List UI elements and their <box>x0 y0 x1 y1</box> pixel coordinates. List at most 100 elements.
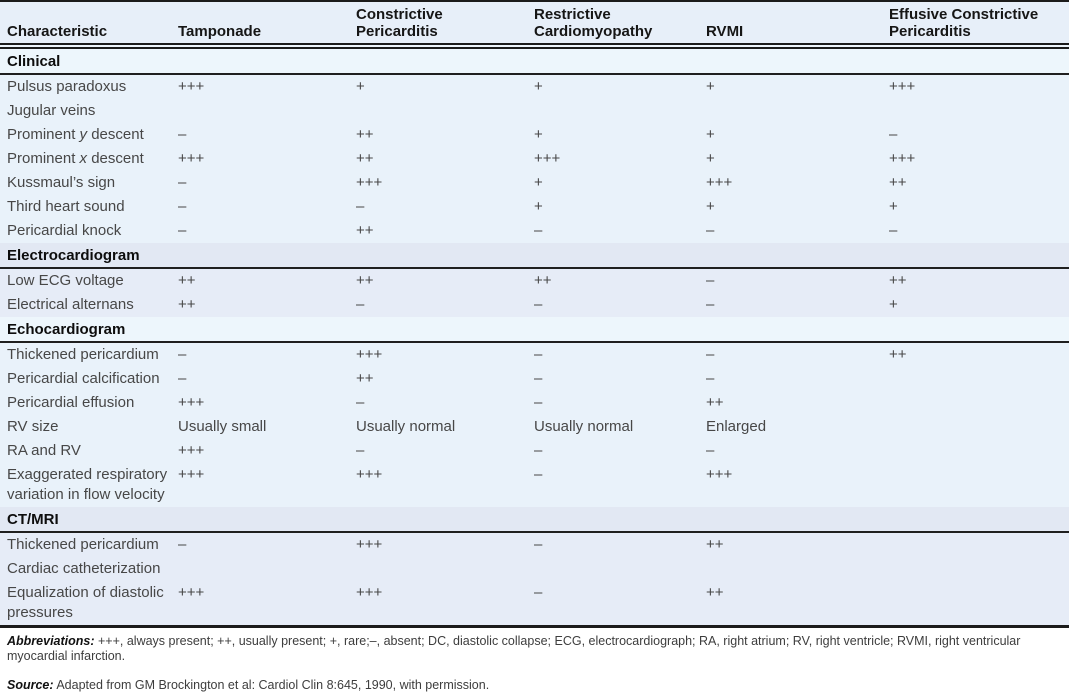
cell <box>706 557 889 561</box>
cell: +++ <box>706 174 733 191</box>
table-body: Clinical Pulsus paradoxus +++ + + + +++ Jugular… <box>0 49 1069 625</box>
cell: ++ <box>356 272 374 289</box>
cell: – <box>534 346 543 363</box>
cell: – <box>178 174 187 191</box>
cell: ++ <box>706 394 724 411</box>
cell <box>706 99 889 103</box>
cell: – <box>706 222 715 239</box>
section-header: Clinical <box>0 49 1069 75</box>
cell: – <box>178 126 187 143</box>
cell: + <box>356 78 365 95</box>
row-label: Prominent y descent <box>7 126 144 143</box>
source-note: Source: Adapted from GM Brockington et a… <box>7 678 1062 693</box>
column-header: Characteristic <box>7 23 108 40</box>
cell: +++ <box>356 174 383 191</box>
cell: ++ <box>356 126 374 143</box>
row-label: Cardiac catheterization <box>7 560 161 577</box>
cell: ++ <box>889 174 907 191</box>
row-label: Thickened pericardium <box>7 346 159 363</box>
cell: + <box>706 78 715 95</box>
table-row: Third heart sound – – + + + <box>0 195 1069 219</box>
cell: +++ <box>356 466 383 483</box>
row-label: Prominent x descent <box>7 150 144 167</box>
row-label: Pericardial calcification <box>7 370 160 387</box>
cell: +++ <box>178 150 205 167</box>
cell: +++ <box>706 466 733 483</box>
cell: – <box>178 222 187 239</box>
column-header: Constrictive Pericarditis <box>356 6 443 40</box>
cell: +++ <box>356 346 383 363</box>
cell: +++ <box>178 394 205 411</box>
table-row: RA and RV +++ – – – <box>0 439 1069 463</box>
cell: +++ <box>889 78 916 95</box>
cell <box>889 439 1069 443</box>
table-row: Equalization of diastolic pressures +++ ++… <box>0 581 1069 625</box>
source-text: Adapted from GM Brockington et al: Cardi… <box>53 678 490 692</box>
cell: – <box>706 296 715 313</box>
table-row: Electrical alternans ++ – – – + <box>0 293 1069 317</box>
row-label: RA and RV <box>7 442 81 459</box>
cell <box>889 415 1069 419</box>
cell: + <box>534 174 543 191</box>
cell: + <box>706 150 715 167</box>
cell: + <box>534 198 543 215</box>
cell <box>534 99 706 103</box>
cell: ++ <box>706 584 724 601</box>
cell <box>889 557 1069 561</box>
column-header: Effusive Constrictive Pericarditis <box>889 6 1039 40</box>
cell: +++ <box>178 442 205 459</box>
table-row: Jugular veins <box>0 99 1069 123</box>
table-row: RV size Usually small Usually normal Usuall… <box>0 415 1069 439</box>
cell: + <box>534 126 543 143</box>
cell: + <box>889 296 898 313</box>
cell: – <box>356 394 365 411</box>
cell: + <box>889 198 898 215</box>
table-row: Prominent y descent – ++ + + – <box>0 123 1069 147</box>
cell: – <box>706 370 715 387</box>
cell <box>889 581 1069 585</box>
cell <box>889 463 1069 467</box>
cell <box>889 367 1069 371</box>
row-label: Jugular veins <box>7 102 96 119</box>
column-header-row: Characteristic Tamponade Constrictive Peri… <box>0 2 1069 43</box>
cell: – <box>706 272 715 289</box>
cell: – <box>706 346 715 363</box>
cell: +++ <box>178 584 205 601</box>
column-header: Tamponade <box>178 23 262 40</box>
abbreviations-label: Abbreviations: <box>7 634 95 648</box>
table-row: Thickened pericardium – +++ – ++ <box>0 533 1069 557</box>
cell: – <box>356 296 365 313</box>
cell: – <box>534 370 543 387</box>
cell: ++ <box>889 346 907 363</box>
cell: ++ <box>356 150 374 167</box>
cell: Usually normal <box>356 418 456 435</box>
cell: Enlarged <box>706 418 767 435</box>
cell <box>356 557 534 561</box>
cell: – <box>356 198 365 215</box>
cell: Usually normal <box>534 418 634 435</box>
cell: – <box>178 198 187 215</box>
column-header: RVMI <box>706 23 744 40</box>
cell <box>356 99 534 103</box>
row-label: Low ECG voltage <box>7 272 124 289</box>
cell: – <box>178 346 187 363</box>
table-row: Prominent x descent +++ ++ +++ + +++ <box>0 147 1069 171</box>
cell: +++ <box>534 150 561 167</box>
cell: +++ <box>356 584 383 601</box>
row-label: Exaggerated respiratory variation in flo… <box>7 466 168 503</box>
row-label: Pulsus paradoxus <box>7 78 127 95</box>
table-row: Pulsus paradoxus +++ + + + +++ <box>0 75 1069 99</box>
row-label: Equalization of diastolic pressures <box>7 584 164 621</box>
cell: ++ <box>889 272 907 289</box>
table-row: Pericardial calcification – ++ – – <box>0 367 1069 391</box>
table-bottom-rule <box>0 625 1069 628</box>
table-row: Exaggerated respiratory variation in flo… <box>0 463 1069 507</box>
cell: – <box>534 536 543 553</box>
cell: ++ <box>534 272 552 289</box>
cell: – <box>534 222 543 239</box>
row-label: Thickened pericardium <box>7 536 159 553</box>
row-label: Kussmaul’s sign <box>7 174 116 191</box>
section-header: Electrocardiogram <box>0 243 1069 269</box>
cell: – <box>889 222 898 239</box>
